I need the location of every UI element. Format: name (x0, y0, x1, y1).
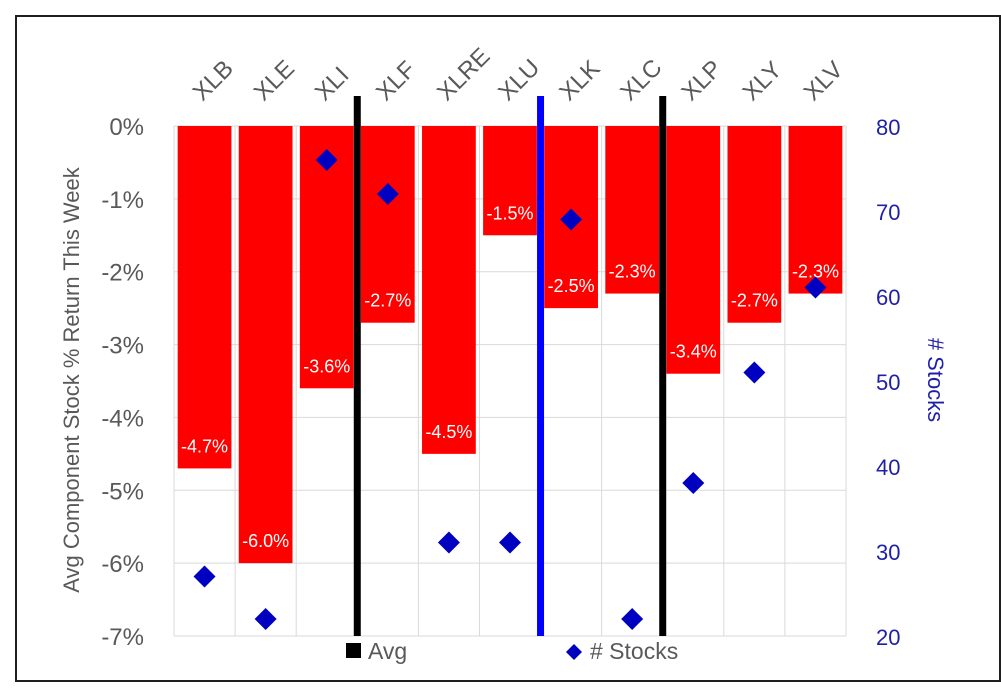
legend-stocks-swatch (566, 644, 582, 660)
y-tick-label: -2% (101, 260, 144, 287)
y2-tick-label: 80 (876, 115, 900, 140)
y2-tick-label: 30 (876, 540, 900, 565)
stock-count-marker (376, 183, 399, 205)
stock-count-marker (315, 149, 338, 171)
stock-count-marker (743, 361, 766, 384)
stock-count-marker (804, 276, 827, 299)
bar-data-label: -2.5% (548, 276, 595, 296)
y-axis-title: Avg Component Stock % Return This Week (59, 166, 84, 593)
legend: Avg # Stocks (346, 638, 678, 664)
y2-tick-label: 60 (876, 285, 900, 310)
bar (238, 126, 293, 564)
y-tick-label: -7% (101, 624, 144, 651)
stock-count-marker (193, 565, 216, 588)
y-tick-label: -5% (101, 478, 144, 505)
y-tick-label: 0% (109, 114, 144, 141)
stock-count-markers (193, 149, 827, 630)
bar (177, 126, 232, 469)
bar-data-label: -3.6% (303, 356, 350, 376)
y-tick-label: -1% (101, 187, 144, 214)
bar (605, 126, 660, 294)
bar (788, 126, 843, 294)
y2-axis-title: # Stocks (923, 338, 948, 422)
bar-data-label: -2.7% (731, 291, 778, 311)
y2-tick-label: 50 (876, 370, 900, 395)
y2-tick-label: 20 (876, 625, 900, 650)
bar-data-label: -4.7% (181, 436, 228, 456)
y2-tick-label: 70 (876, 200, 900, 225)
y2-tick-label: 40 (876, 455, 900, 480)
bar-data-label: -6.0% (242, 531, 289, 551)
legend-avg-swatch (346, 643, 361, 658)
y-tick-label: -6% (101, 551, 144, 578)
bar (483, 126, 537, 236)
bar-data-label: -4.5% (425, 422, 472, 442)
avg-lines (353, 96, 667, 636)
chart-frame (15, 15, 1001, 682)
bar-data-label: -2.7% (364, 291, 411, 311)
stock-count-marker (254, 608, 277, 630)
bar-data-label: -1.5% (486, 203, 533, 223)
bar-data-label: -3.4% (670, 342, 717, 362)
stock-count-marker (560, 208, 583, 231)
bar-data-label: -2.3% (609, 262, 656, 282)
stock-count-marker (621, 608, 644, 630)
stock-count-marker (682, 472, 705, 494)
bar (422, 126, 476, 454)
data-labels: -4.7% -6.0% -3.6% -2.7% -4.5% -1.5% -2.5% -2.3%… (181, 203, 839, 551)
legend-avg-label: Avg (368, 638, 407, 664)
bars (177, 126, 843, 564)
legend-stocks-label: # Stocks (590, 638, 678, 664)
bar-data-label: -2.3% (792, 262, 839, 282)
y-tick-label: -3% (101, 333, 144, 360)
stock-count-marker (437, 531, 460, 554)
bar (666, 126, 721, 374)
bar (360, 126, 415, 323)
stock-count-marker (499, 531, 521, 554)
y-tick-label: -4% (101, 405, 144, 432)
bar (727, 126, 782, 323)
